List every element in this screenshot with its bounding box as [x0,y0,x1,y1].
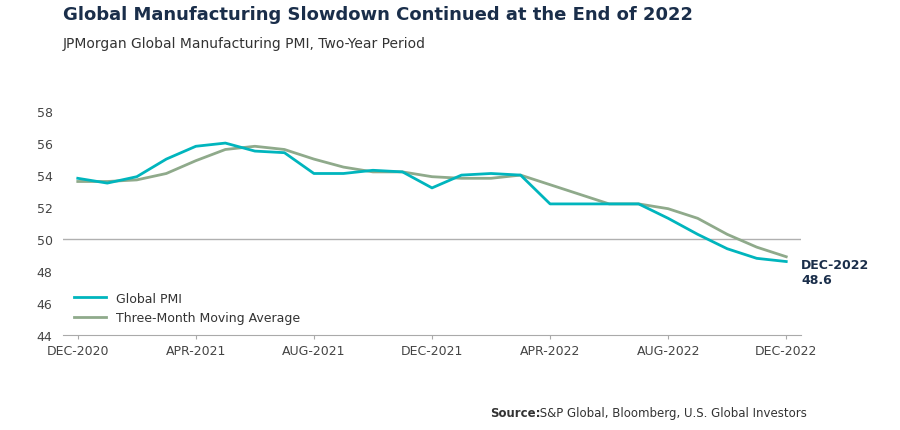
Text: Global Manufacturing Slowdown Continued at the End of 2022: Global Manufacturing Slowdown Continued … [63,6,693,25]
Text: Source:: Source: [491,406,541,419]
Legend: Global PMI, Three-Month Moving Average: Global PMI, Three-Month Moving Average [69,287,304,329]
Text: 48.6: 48.6 [801,273,832,286]
Text: S&P Global, Bloomberg, U.S. Global Investors: S&P Global, Bloomberg, U.S. Global Inves… [536,406,806,419]
Text: DEC-2022: DEC-2022 [801,258,869,272]
Text: JPMorgan Global Manufacturing PMI, Two-Year Period: JPMorgan Global Manufacturing PMI, Two-Y… [63,37,426,50]
